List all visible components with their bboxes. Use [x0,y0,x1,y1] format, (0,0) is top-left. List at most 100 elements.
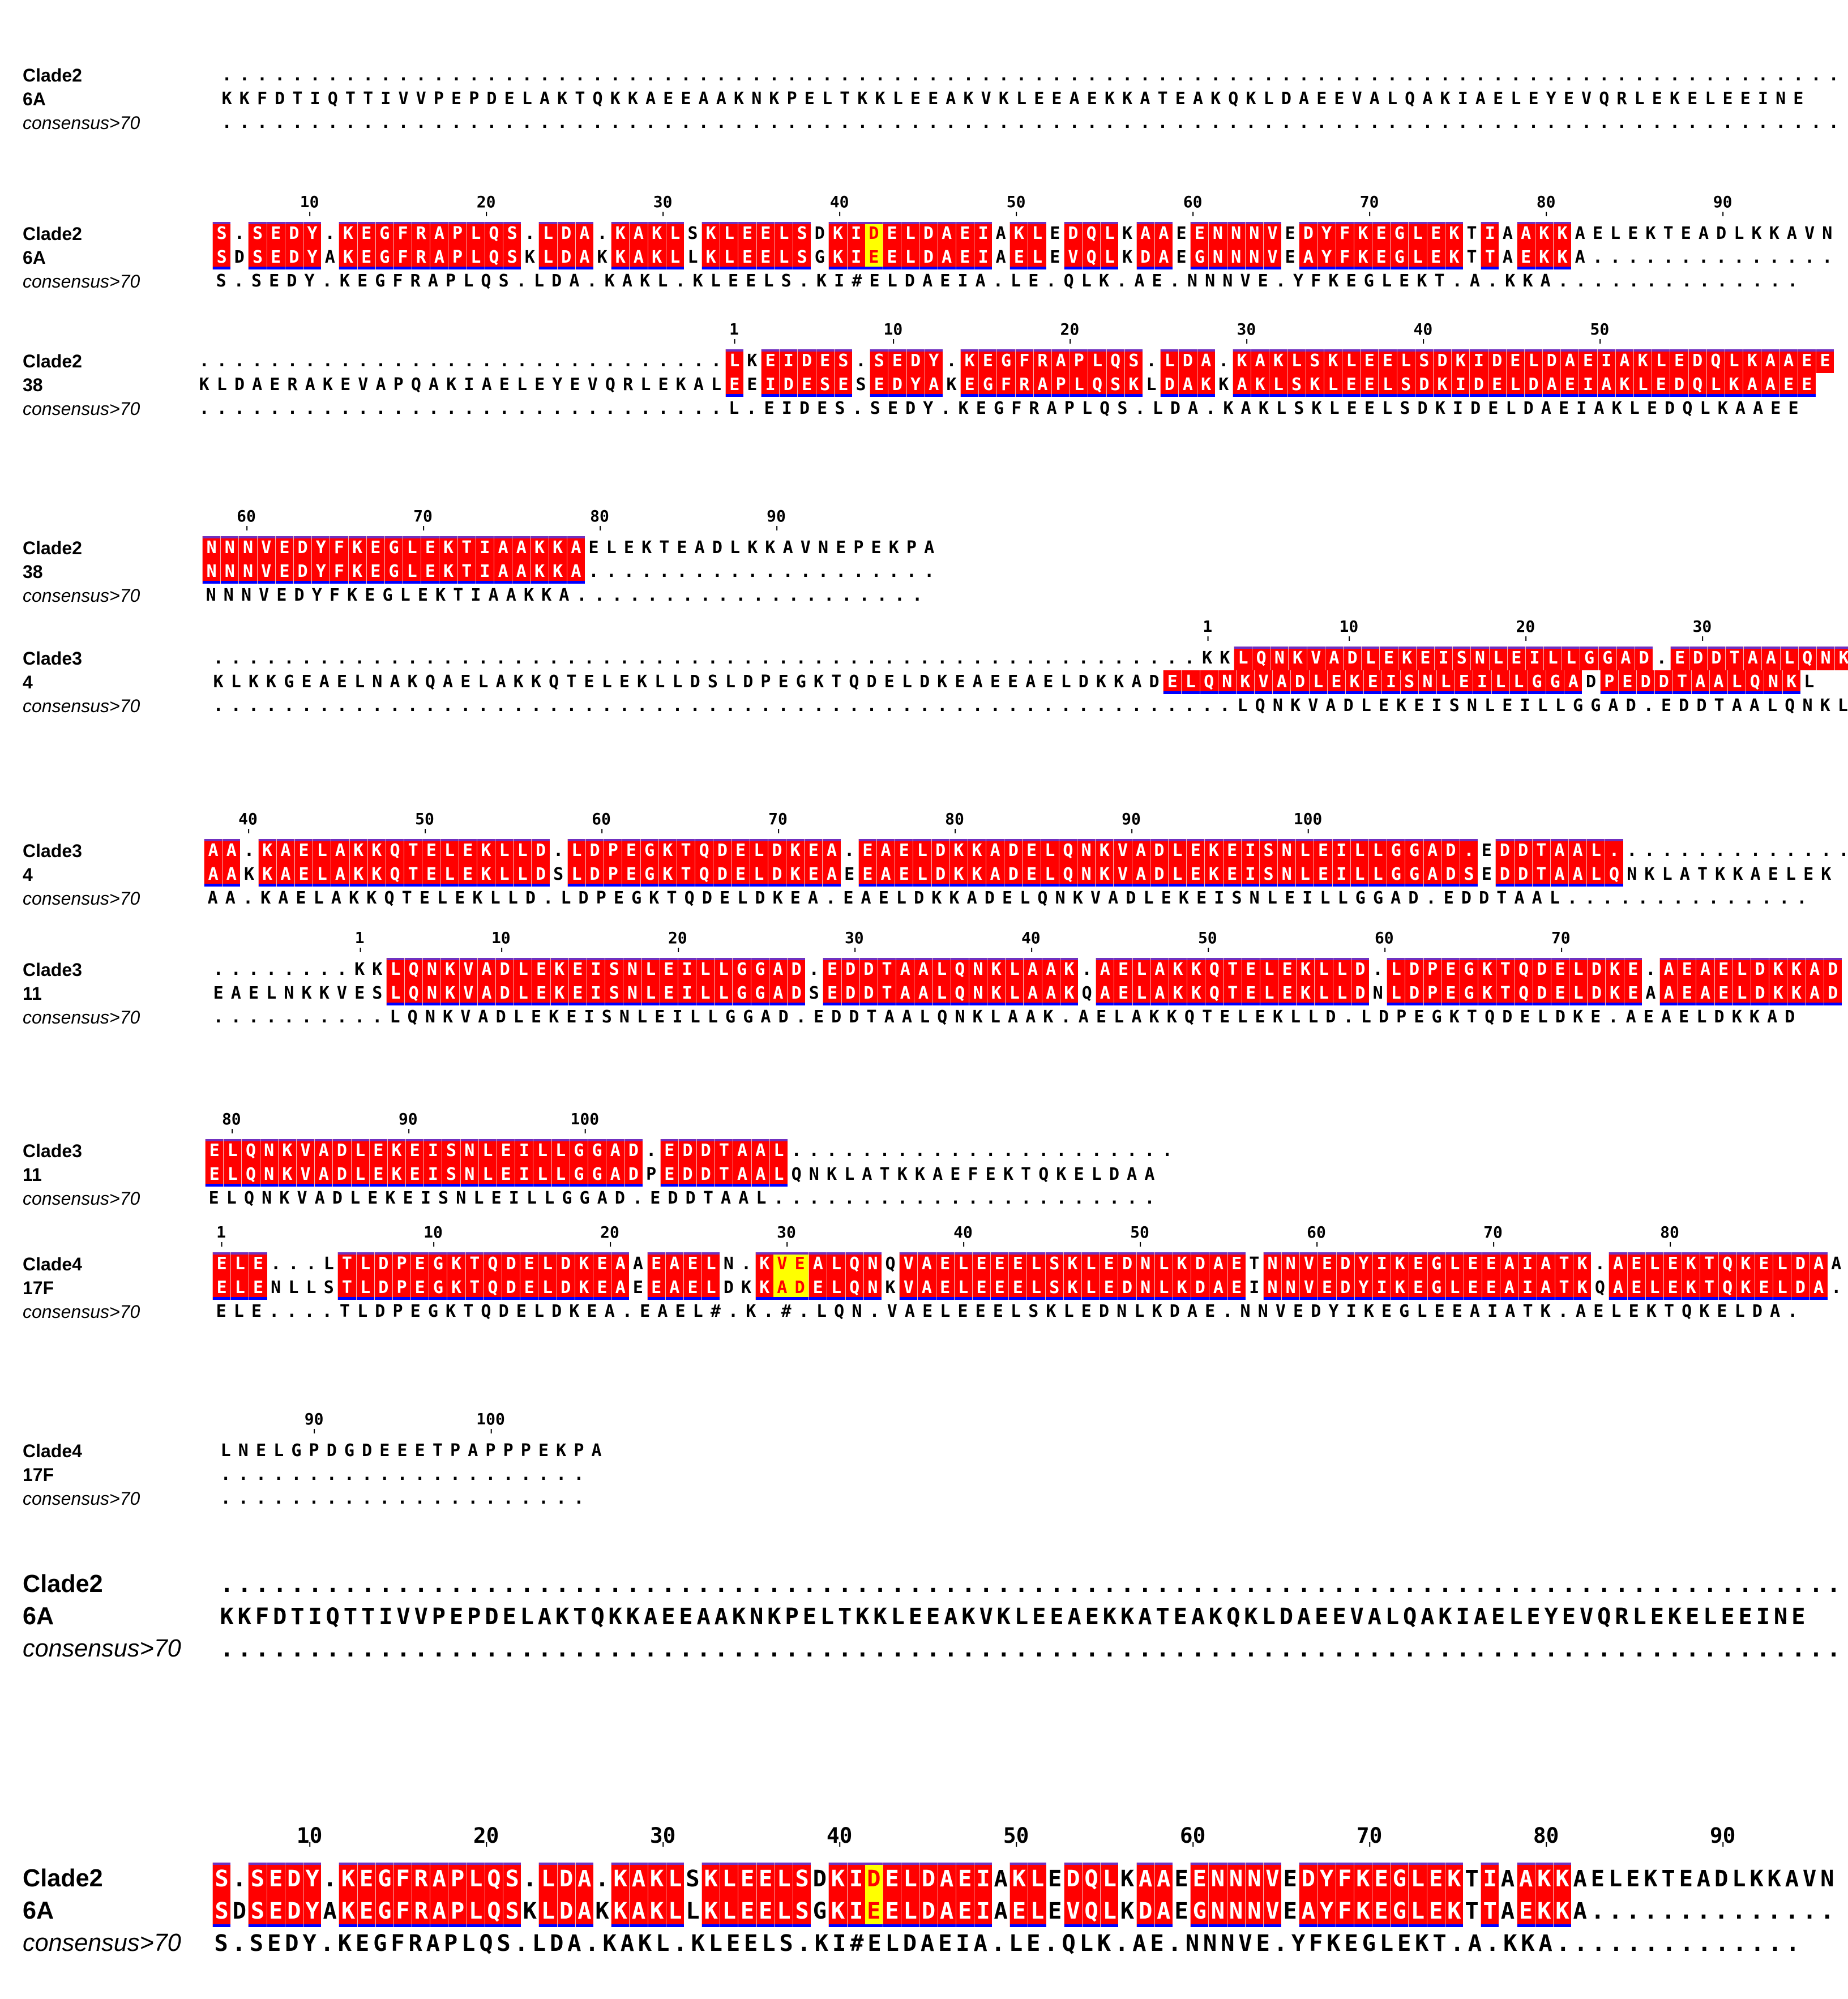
residue: . [734,65,745,85]
residue: P [1423,958,1441,982]
residue: N [1226,246,1245,269]
sequence-label: 38 [23,562,43,582]
residue: K [958,399,969,418]
residue: K [732,1602,746,1630]
residue: Q [1682,1302,1692,1321]
residue: E [357,222,375,246]
residue: K [963,89,974,109]
residue: . [1440,113,1451,132]
residue: S [605,982,623,1005]
residue: R [1033,349,1051,373]
residue: . [309,1465,319,1484]
residue: D [755,888,765,908]
residue: L [461,1929,476,1957]
consensus-sequence: ........................................… [218,1633,1848,1665]
residue: G [1362,1929,1376,1957]
residue: A [920,1929,935,1957]
residue: K [1645,224,1656,243]
residue: . [681,65,691,85]
residue: T [1496,958,1515,982]
residue: V [259,585,270,605]
residue: E [1363,670,1382,694]
residue: . [301,648,312,668]
residue: . [831,648,842,668]
residue: . [1166,648,1177,668]
residue: F [1309,1929,1323,1957]
residue: . [537,1634,552,1662]
residue: E [458,863,477,887]
residue: F [255,1602,270,1630]
residue: . [1509,1634,1523,1662]
residue: A [946,89,956,109]
residue: K [1290,696,1301,716]
residue: K [1152,1302,1162,1321]
residue: A [665,1276,683,1300]
residue: A [1696,982,1714,1005]
residue: A [620,1929,635,1957]
residue: A [1209,1276,1227,1300]
position-tick: 100 [1293,810,1323,833]
residue: A [575,222,593,246]
residue: . [961,1570,976,1598]
residue: D [797,349,816,373]
residue: L [1700,399,1710,418]
residue: . [919,648,930,668]
residue: . [520,1570,534,1598]
residue: D [1513,839,1532,863]
residue: . [1102,1634,1117,1662]
residue: V [1090,888,1101,908]
residue: Q [591,1602,605,1630]
residue: I [1240,839,1259,863]
residue: Q [327,89,338,109]
residue: N [1226,222,1245,246]
residue: A [390,672,400,692]
residue: L [478,1163,497,1187]
residue: A [1500,1897,1515,1924]
residue: D [1279,1602,1294,1630]
residue: T [1481,246,1499,269]
residue: . [825,888,836,908]
residue: P [446,271,456,291]
residue: . [1721,1634,1735,1662]
residue: E [1426,1894,1445,1927]
residue: L [1028,222,1046,246]
residue: I [957,271,968,291]
residue: T [715,1163,733,1187]
residue: K [611,222,630,246]
residue: A [1609,1276,1627,1300]
residue: G [1387,839,1405,863]
residue: A [657,1302,668,1321]
residue: N [1820,1865,1834,1893]
residue: . [556,1465,567,1484]
residue: . [291,1488,302,1508]
residue: T [1532,839,1550,863]
residue: T [453,585,464,605]
residue: N [1136,1252,1154,1276]
residue: T [566,672,577,692]
residue: E [1050,247,1060,267]
residue: N [1764,670,1782,694]
residue: . [714,1634,729,1662]
residue: D [1696,696,1707,716]
residue: N [968,958,987,982]
residue: T [1465,1865,1479,1893]
residue: V [1579,1602,1594,1630]
residue: E [587,1302,597,1321]
residue: E [1360,373,1379,397]
residue: G [429,1276,447,1300]
residue: A [1597,373,1615,397]
residue: K [931,888,942,908]
residue: L [1645,1276,1663,1300]
residue: K [1232,349,1251,373]
residue: L [714,982,733,1005]
residue: . [1732,841,1743,861]
residue: . [849,648,859,668]
residue: . [619,696,630,716]
residue: S [1414,349,1433,373]
residue: T [877,958,896,982]
residue: N [1187,271,1197,291]
residue: A [629,246,648,269]
residue: A [1691,670,1709,694]
residue: . [1116,271,1127,291]
